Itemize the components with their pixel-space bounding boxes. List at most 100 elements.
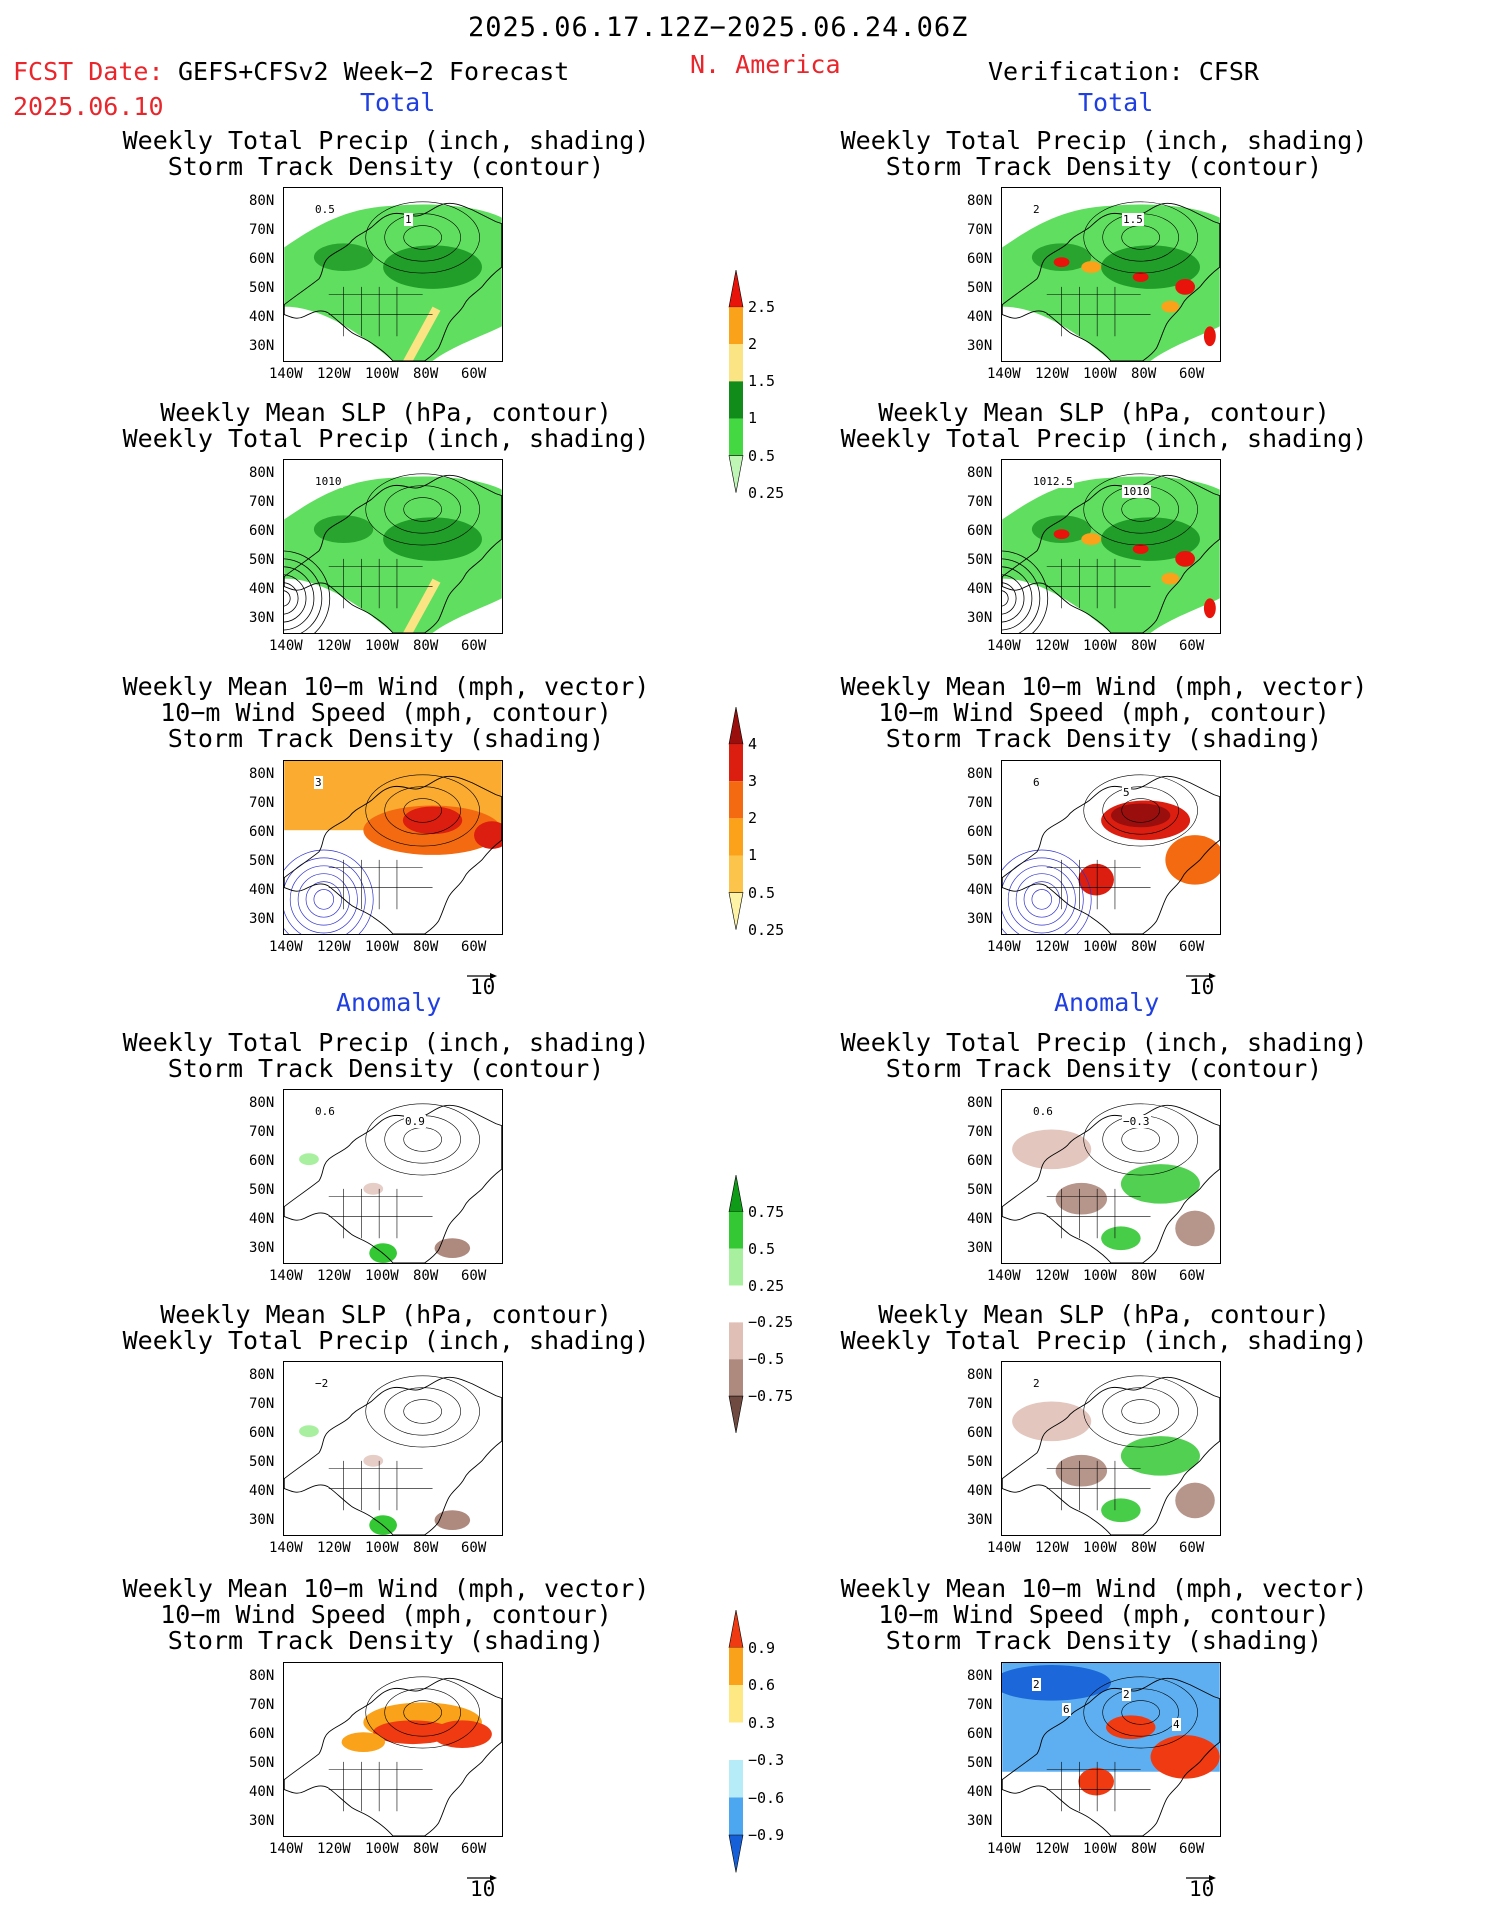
lon-tick-label: 100W <box>1083 1841 1117 1857</box>
colorbar-tick-label: 3 <box>748 772 758 791</box>
lat-tick-label: 70N <box>249 1124 275 1140</box>
lat-tick-label: 30N <box>249 1813 275 1829</box>
lon-tick-label: 100W <box>1083 1540 1117 1556</box>
lon-tick-label: 100W <box>365 1540 399 1556</box>
lat-tick-label: 80N <box>249 1095 275 1111</box>
lat-tick-label: 30N <box>249 610 275 626</box>
lon-tick-label: 60W <box>1179 1268 1205 1284</box>
lon-tick-label: 100W <box>365 638 399 654</box>
lat-tick-label: 80N <box>249 465 275 481</box>
lat-tick-label: 60N <box>967 824 993 840</box>
lon-tick-label: 80W <box>1131 366 1157 382</box>
colorbar-precip-anom: 0.75 0.5 0.25 −0.25 −0.5 −0.75 <box>726 1174 793 1479</box>
lon-tick-label: 60W <box>1179 1841 1205 1857</box>
colorbar-tick-label: 2 <box>748 335 758 354</box>
lon-tick-label: 100W <box>365 1841 399 1857</box>
lon-tick-label: 60W <box>1179 939 1205 955</box>
lon-tick-label: 60W <box>461 1268 487 1284</box>
vector-ref-label: 10 <box>470 1877 496 1901</box>
colorbar-storm-anom: 0.9 0.6 0.3 −0.3 −0.6 −0.9 <box>726 1609 784 1919</box>
lat-tick-label: 30N <box>249 1512 275 1528</box>
lat-tick-label: 30N <box>967 911 993 927</box>
lat-tick-label: 40N <box>249 1784 275 1800</box>
colorbar-tick-label: 0.5 <box>748 1239 776 1258</box>
fcst-date: 2025.06.10 <box>13 92 164 121</box>
colorbar-storm-total: 4 3 2 1 0.5 0.25 <box>726 706 784 976</box>
vector-ref-label: 10 <box>470 975 496 999</box>
contour-label: 5 <box>1122 786 1131 799</box>
colorbar-precip-total: 2.5 2 1.5 1 0.5 0.25 <box>726 269 784 539</box>
lat-tick-label: 80N <box>967 193 993 209</box>
map-fcst-anom-precip: 0.6 0.9 <box>283 1089 503 1264</box>
lat-tick-label: 50N <box>967 280 993 296</box>
contour-label: 1012.5 <box>1032 475 1074 488</box>
colorbar-tick-label: 4 <box>748 735 758 754</box>
lat-tick-label: 30N <box>967 338 993 354</box>
lat-tick-label: 80N <box>967 465 993 481</box>
title-fcst-total-wind: Weekly Mean 10−m Wind (mph, vector) 10−m … <box>122 672 650 753</box>
lon-tick-label: 80W <box>1131 1540 1157 1556</box>
lon-tick-label: 140W <box>269 1540 303 1556</box>
colorbar-tick-label: 1 <box>748 409 758 428</box>
lat-tick-label: 80N <box>967 1367 993 1383</box>
lon-tick-label: 140W <box>269 638 303 654</box>
lon-tick-label: 120W <box>1035 366 1069 382</box>
title-fcst-anom-precip: Weekly Total Precip (inch, shading) Storm… <box>122 1028 650 1083</box>
colorbar-tick-label: 0.5 <box>748 883 776 902</box>
lat-tick-label: 30N <box>967 610 993 626</box>
lon-tick-label: 80W <box>413 638 439 654</box>
lat-tick-label: 60N <box>967 1425 993 1441</box>
contour-label: 0.9 <box>404 1115 426 1128</box>
lat-tick-label: 60N <box>967 251 993 267</box>
lat-tick-label: 80N <box>967 1095 993 1111</box>
lat-tick-label: 60N <box>249 824 275 840</box>
lon-tick-label: 100W <box>1083 939 1117 955</box>
section-anomaly-left: Anomaly <box>336 988 442 1017</box>
title-verif-total-slp: Weekly Mean SLP (hPa, contour) Weekly Tot… <box>840 398 1368 453</box>
map-fcst-total-slp: 1010 <box>283 459 503 634</box>
lat-tick-label: 50N <box>249 853 275 869</box>
vector-ref-label: 10 <box>1189 975 1215 999</box>
colorbar-tick-label: 0.25 <box>748 920 785 939</box>
title-fcst-anom-wind: Weekly Mean 10−m Wind (mph, vector) 10−m … <box>122 1574 650 1655</box>
lon-tick-label: 140W <box>269 366 303 382</box>
lat-tick-label: 50N <box>249 1755 275 1771</box>
lon-tick-label: 60W <box>461 1540 487 1556</box>
map-fcst-anom-slp: −2 <box>283 1361 503 1536</box>
lat-tick-label: 60N <box>967 1153 993 1169</box>
colorbar-tick-label: −0.75 <box>748 1387 794 1406</box>
lon-tick-label: 60W <box>461 366 487 382</box>
lon-tick-label: 60W <box>461 1841 487 1857</box>
lon-tick-label: 60W <box>1179 366 1205 382</box>
lat-tick-label: 70N <box>967 1697 993 1713</box>
lat-tick-label: 60N <box>249 1153 275 1169</box>
title-fcst-anom-slp: Weekly Mean SLP (hPa, contour) Weekly Tot… <box>122 1300 650 1355</box>
contour-label: 1 <box>404 213 413 226</box>
contour-label: 0.6 <box>1032 1105 1054 1118</box>
contour-label: 2 <box>1032 1377 1041 1390</box>
lat-tick-label: 70N <box>249 222 275 238</box>
lat-tick-label: 70N <box>249 494 275 510</box>
contour-label: 1010 <box>1122 485 1151 498</box>
title-verif-total-wind: Weekly Mean 10−m Wind (mph, vector) 10−m … <box>840 672 1368 753</box>
lat-tick-label: 40N <box>249 581 275 597</box>
map-fcst-anom-wind <box>283 1662 503 1837</box>
colorbar-tick-label: −0.9 <box>748 1826 785 1844</box>
lon-tick-label: 120W <box>317 1841 351 1857</box>
lat-tick-label: 40N <box>249 1483 275 1499</box>
lon-tick-label: 120W <box>1035 939 1069 955</box>
lat-tick-label: 80N <box>249 1367 275 1383</box>
lat-tick-label: 50N <box>967 1755 993 1771</box>
title-verif-anom-precip: Weekly Total Precip (inch, shading) Storm… <box>840 1028 1368 1083</box>
lon-tick-label: 100W <box>1083 1268 1117 1284</box>
colorbar-tick-label: 0.5 <box>748 446 776 465</box>
vector-ref-verif-total <box>1185 966 1217 985</box>
lon-tick-label: 120W <box>1035 638 1069 654</box>
lat-tick-label: 50N <box>249 1182 275 1198</box>
lat-tick-label: 60N <box>967 1726 993 1742</box>
lon-tick-label: 140W <box>987 1540 1021 1556</box>
lat-tick-label: 70N <box>967 1396 993 1412</box>
vector-ref-label: 10 <box>1189 1877 1215 1901</box>
map-fcst-total-wind: 3 <box>283 760 503 935</box>
lon-tick-label: 120W <box>317 638 351 654</box>
